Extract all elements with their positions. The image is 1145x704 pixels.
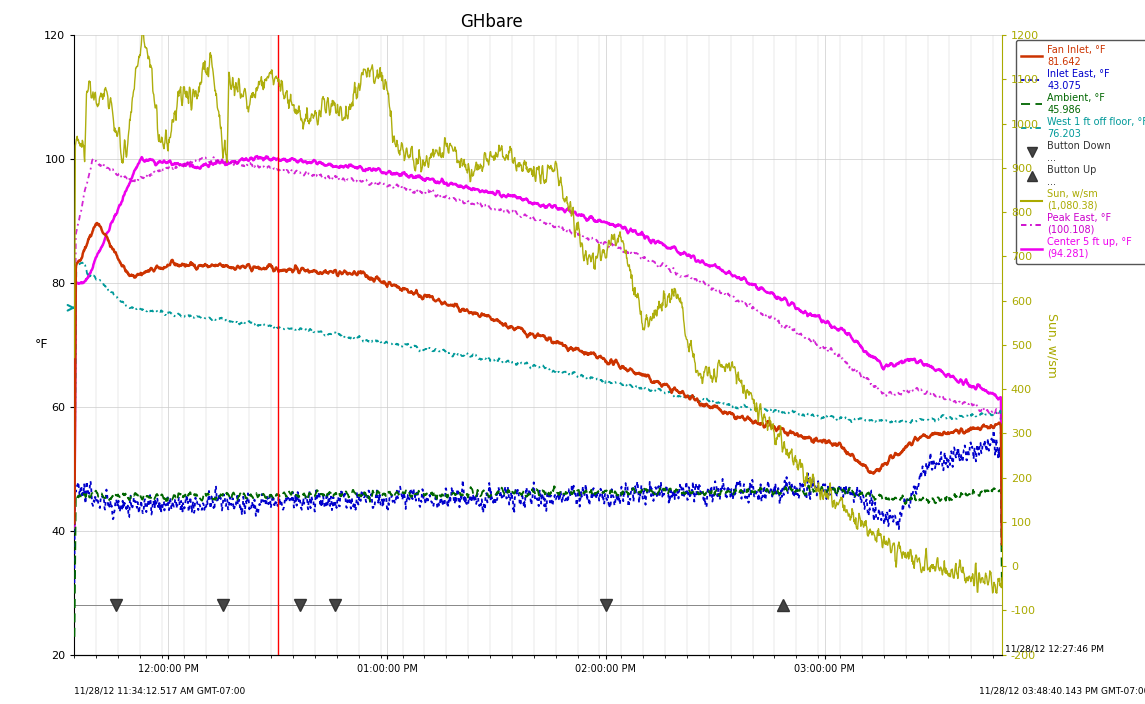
- Title: GHbare: GHbare: [460, 13, 523, 31]
- Text: 11/28/12 11:34:12.517 AM GMT-07:00: 11/28/12 11:34:12.517 AM GMT-07:00: [74, 686, 246, 696]
- Y-axis label: Sun, w/sm: Sun, w/sm: [1045, 313, 1058, 377]
- Legend: Fan Inlet, °F
81.642, Inlet East, °F
43.075, Ambient, °F
45.986, West 1 ft off f: Fan Inlet, °F 81.642, Inlet East, °F 43.…: [1016, 40, 1145, 263]
- Y-axis label: °F: °F: [35, 339, 49, 351]
- Text: 11/28/12 12:27:46 PM: 11/28/12 12:27:46 PM: [1005, 644, 1104, 653]
- Text: 11/28/12 03:48:40.143 PM GMT-07:00: 11/28/12 03:48:40.143 PM GMT-07:00: [979, 686, 1145, 696]
